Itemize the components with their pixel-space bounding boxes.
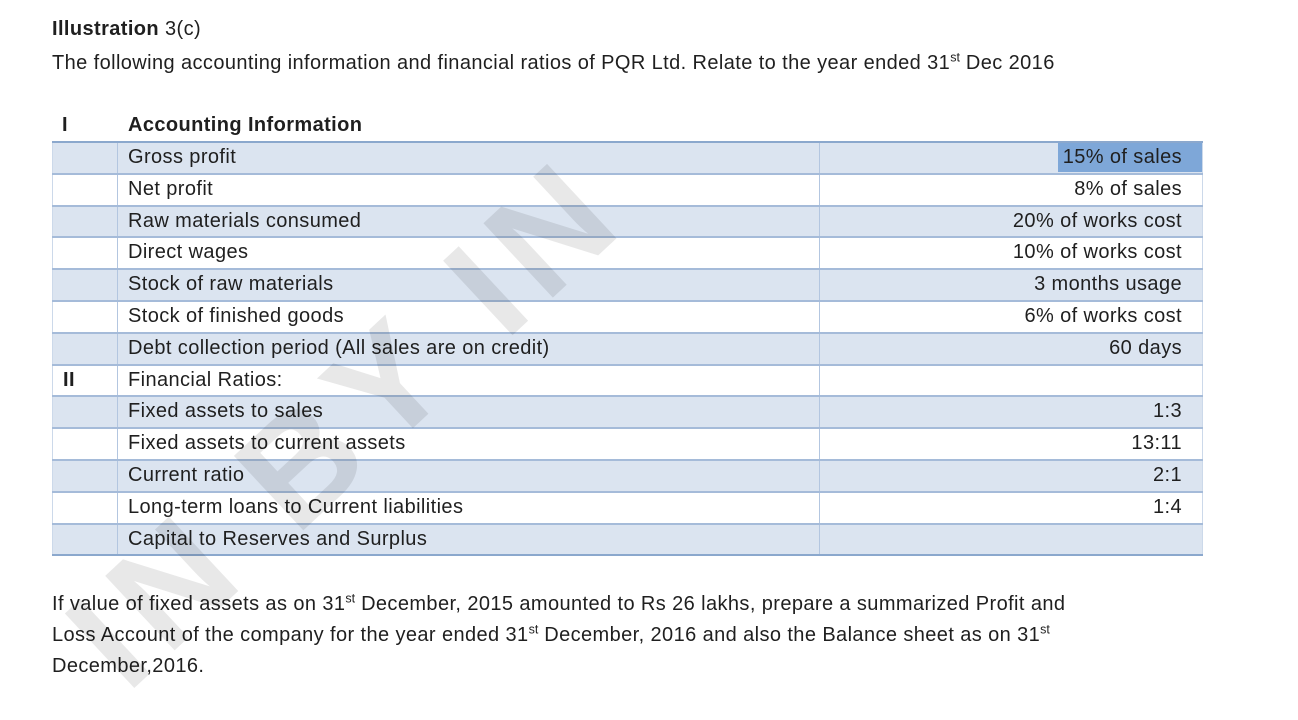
closing-line: If value of fixed assets as on 31st Dece… [52, 591, 1066, 615]
table-row: Long-term loans to Current liabilities 1… [52, 492, 1203, 525]
row-label: Stock of raw materials [128, 273, 334, 296]
section-heading: Accounting Information [128, 114, 363, 136]
row-value: 8% of sales [819, 174, 1203, 205]
row-value: 2:1 [819, 460, 1203, 491]
closing-paragraph: If value of fixed assets as on 31st Dece… [52, 589, 1065, 682]
table-row: Raw materials consumed 20% of works cost [52, 206, 1203, 239]
intro-paragraph: The following accounting information and… [52, 50, 1055, 74]
table-row: Gross profit 15% of sales [52, 143, 1203, 175]
row-value: 15% of sales [819, 143, 1203, 173]
row-value: 60 days [819, 333, 1203, 364]
closing-line: Loss Account of the company for the year… [52, 622, 1050, 646]
row-label: Fixed assets to current assets [128, 432, 406, 455]
row-label: Raw materials consumed [128, 209, 362, 232]
row-label: Long-term loans to Current liabilities [128, 495, 464, 518]
row-label: Stock of finished goods [128, 304, 344, 327]
row-value: 3 months usage [819, 270, 1203, 300]
table-row: Stock of raw materials 3 months usage [52, 270, 1203, 302]
table-row: Stock of finished goods 6% of works cost [52, 301, 1203, 334]
row-value: 1:3 [819, 397, 1203, 428]
title-regular-part: 3(c) [159, 18, 202, 40]
row-label: Gross profit [128, 146, 237, 168]
table-row: Direct wages 10% of works cost [52, 238, 1203, 271]
row-numeral [52, 492, 118, 523]
closing-line: December,2016. [52, 655, 205, 677]
row-value [819, 524, 1203, 555]
row-numeral [52, 174, 118, 205]
row-value: 6% of works cost [819, 301, 1203, 332]
table-row: Debt collection period (All sales are on… [52, 333, 1203, 366]
table-row: Current ratio 2:1 [52, 460, 1203, 493]
superscript: st [528, 622, 539, 637]
table-row: II Financial Ratios: [52, 365, 1203, 398]
row-value: 20% of works cost [819, 206, 1203, 237]
document-page: { "watermark": { "text": "IN BY IN" }, "… [36, 16, 1203, 719]
row-numeral [52, 397, 118, 428]
section-numeral: I [62, 114, 68, 136]
row-value: 10% of works cost [819, 238, 1203, 269]
financial-table: Gross profit 15% of sales Net profit 8% … [52, 141, 1203, 557]
row-label: Capital to Reserves and Surplus [128, 527, 428, 550]
row-label: Direct wages [128, 241, 249, 264]
row-numeral [52, 524, 118, 555]
superscript: st [345, 591, 356, 606]
title-bold-part: Illustration [52, 18, 160, 40]
row-numeral [52, 460, 118, 491]
row-value [819, 365, 1203, 396]
row-numeral [52, 301, 118, 332]
superscript: st [950, 50, 960, 65]
row-label: Debt collection period (All sales are on… [128, 336, 550, 359]
row-numeral [52, 143, 118, 173]
row-numeral [52, 270, 118, 300]
page-title: Illustration 3(c) [52, 16, 201, 42]
row-value: 13:11 [819, 429, 1203, 459]
row-label: Fixed assets to sales [128, 400, 324, 423]
row-numeral [52, 206, 118, 237]
row-label: Financial Ratios: [128, 368, 283, 391]
selected-text-highlight: 15% of sales [1057, 143, 1202, 172]
superscript: st [1040, 622, 1050, 637]
table-row: Capital to Reserves and Surplus [52, 524, 1203, 557]
row-numeral [52, 333, 118, 364]
row-label: Net profit [128, 177, 214, 200]
row-numeral: II [52, 365, 118, 396]
row-numeral [52, 429, 118, 459]
row-label: Current ratio [128, 463, 245, 486]
table-row: Fixed assets to current assets 13:11 [52, 429, 1203, 461]
row-numeral [52, 238, 118, 269]
row-value: 1:4 [819, 492, 1203, 523]
table-row: Fixed assets to sales 1:3 [52, 397, 1203, 430]
table-row: Net profit 8% of sales [52, 174, 1203, 207]
